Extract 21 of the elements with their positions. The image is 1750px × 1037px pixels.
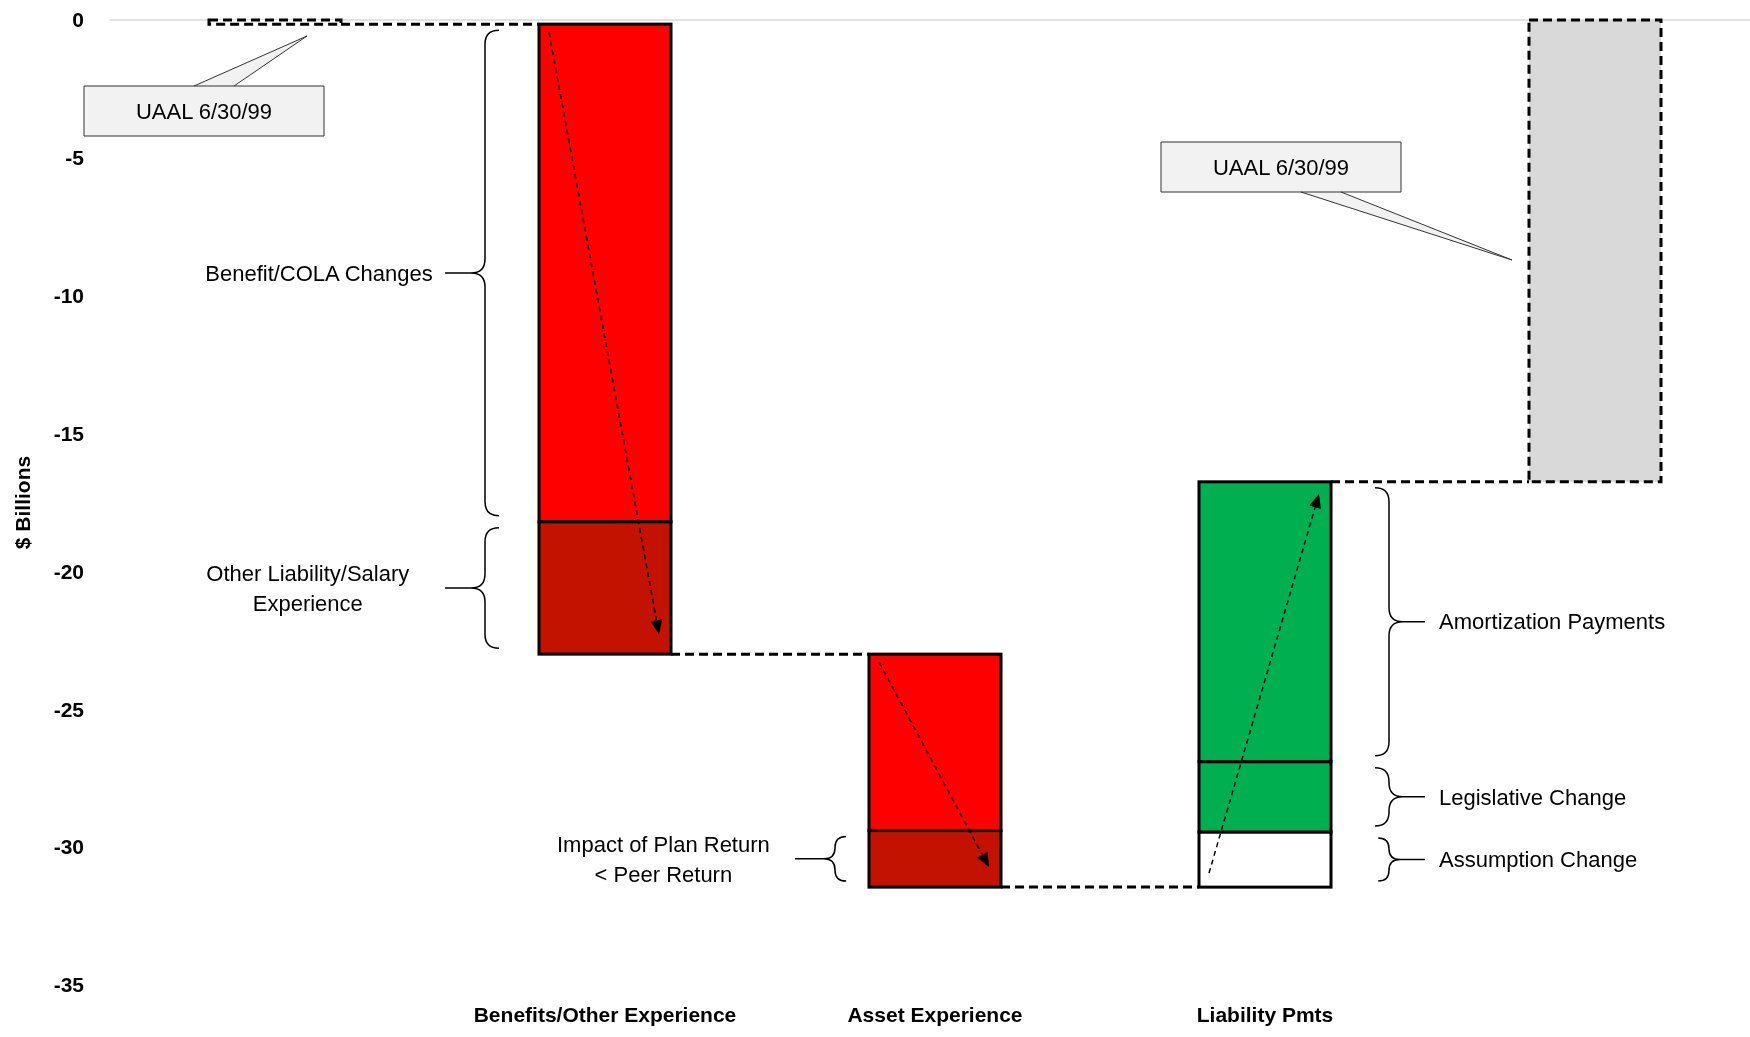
y-tick-label: -20 — [53, 559, 84, 583]
annotation: Other Liability/Salary Experience — [206, 560, 410, 616]
y-tick-label: -10 — [53, 284, 84, 308]
y-tick-label: -25 — [53, 697, 85, 721]
y-tick-label: -5 — [65, 146, 85, 170]
annotation: Assumption Change — [1439, 847, 1638, 873]
annotation: Benefit/COLA Changes — [205, 260, 433, 286]
x-tick-label: Liability Pmts — [1196, 1003, 1334, 1026]
y-tick-label: -15 — [53, 421, 85, 445]
x-tick-label: Benefits/Other Experience — [473, 1003, 737, 1026]
annotation: Impact of Plan Return < Peer Return — [557, 831, 770, 887]
y-tick-label: 0 — [72, 8, 84, 32]
annotation: UAAL 6/30/99 — [135, 98, 273, 124]
annotation: Amortization Payments — [1439, 609, 1666, 635]
y-tick-label: -30 — [53, 835, 84, 859]
bar — [207, 18, 343, 26]
y-tick-label: -35 — [53, 973, 85, 997]
y-axis-title: $ Billions — [11, 455, 34, 550]
annotation: UAAL 6/30/99 — [1212, 154, 1350, 180]
annotation: Legislative Change — [1439, 784, 1627, 810]
x-tick-label: Asset Experience — [847, 1003, 1023, 1026]
